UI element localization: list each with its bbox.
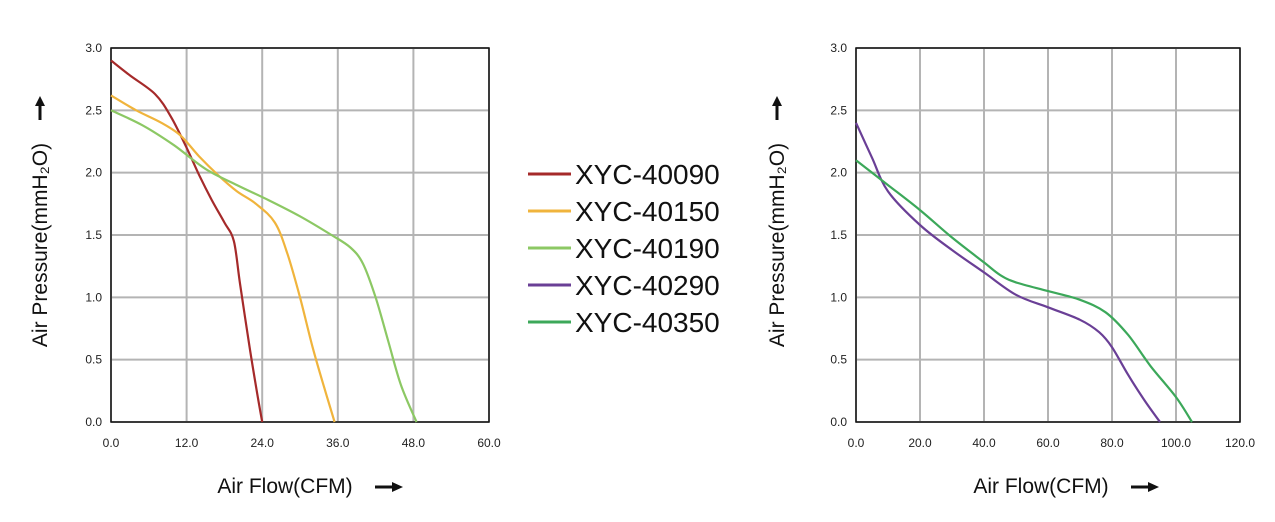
y-tick-label: 1.5: [830, 228, 847, 242]
x-tick-label: 12.0: [175, 436, 199, 450]
plot-frame: [855, 47, 1241, 423]
grid: [855, 47, 1241, 423]
legend-item: XYC-40350: [528, 307, 720, 338]
y-tick-label: 2.0: [85, 166, 102, 180]
y-tick-label: 0.0: [85, 415, 102, 429]
y-tick-label: 3.0: [85, 41, 102, 55]
x-tick-label: 0.0: [848, 436, 865, 450]
y-tick-label: 3.0: [830, 41, 847, 55]
x-tick-label: 60.0: [477, 436, 501, 450]
legend-label: XYC-40290: [575, 270, 720, 301]
right-arrow-icon: [1131, 482, 1159, 492]
y-tick-label: 2.5: [85, 103, 102, 117]
right-arrow-icon: [375, 482, 403, 492]
x-tick-label: 36.0: [326, 436, 350, 450]
y-tick-label: 0.5: [830, 353, 847, 367]
series-line-xyc-40150: [110, 94, 336, 423]
x-tick-label: 120.0: [1225, 436, 1255, 450]
legend-label: XYC-40350: [575, 307, 720, 338]
legend-item: XYC-40090: [528, 159, 720, 190]
series-line-xyc-40190: [110, 109, 418, 423]
x-tick-label: 60.0: [1036, 436, 1060, 450]
y-tick-label: 1.0: [85, 290, 102, 304]
up-arrow-icon: [35, 96, 45, 120]
x-tick-label: 100.0: [1161, 436, 1191, 450]
plot-frame: [110, 47, 490, 423]
x-axis-title: Air Flow(CFM): [217, 475, 352, 498]
x-tick-label: 80.0: [1100, 436, 1124, 450]
y-tick-label: 1.0: [830, 290, 847, 304]
legend-item: XYC-40190: [528, 233, 720, 264]
y-tick-label: 1.5: [85, 228, 102, 242]
x-tick-label: 24.0: [251, 436, 275, 450]
grid: [110, 47, 490, 423]
chart-right: 0.0 20.0 40.0 60.0 80.0 100.0 120.0 0.0 0.5 1.0 1.…: [766, 41, 1255, 498]
series-line-xyc-40290: [855, 122, 1161, 423]
y-tick-label: 0.5: [85, 353, 102, 367]
x-tick-label: 40.0: [972, 436, 996, 450]
legend-item: XYC-40150: [528, 196, 720, 227]
x-tick-label: 20.0: [908, 436, 932, 450]
y-axis-title: Air Pressure(mmH₂O): [29, 143, 52, 347]
y-tick-label: 2.5: [830, 103, 847, 117]
y-tick-label: 0.0: [830, 415, 847, 429]
legend-label: XYC-40090: [575, 159, 720, 190]
x-axis-title: Air Flow(CFM): [973, 475, 1108, 498]
y-axis-title: Air Pressure(mmH₂O): [766, 143, 789, 347]
legend-label: XYC-40150: [575, 196, 720, 227]
series-line-xyc-40090: [110, 59, 264, 423]
chart-left: 0.0 12.0 24.0 36.0 48.0 60.0 0.0 0.5 1.0 1.5 2.0 2.…: [29, 41, 501, 498]
y-tick-label: 2.0: [830, 166, 847, 180]
x-tick-label: 48.0: [402, 436, 426, 450]
legend-label: XYC-40190: [575, 233, 720, 264]
up-arrow-icon: [772, 96, 782, 120]
legend: XYC-40090 XYC-40150 XYC-40190 XYC-40290 XYC-…: [528, 159, 720, 338]
legend-item: XYC-40290: [528, 270, 720, 301]
series-line-xyc-40350: [855, 159, 1193, 423]
x-tick-label: 0.0: [103, 436, 120, 450]
